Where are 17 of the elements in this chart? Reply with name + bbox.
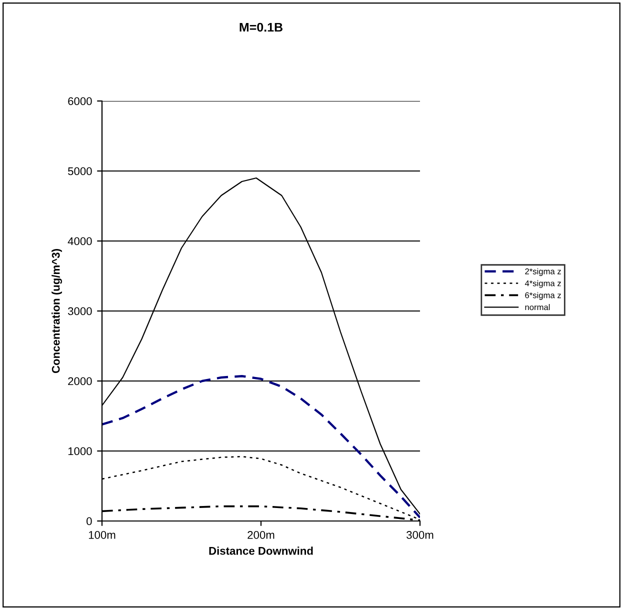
legend-label: 2*sigma z (525, 268, 561, 276)
x-tick-label: 200m (248, 531, 274, 539)
legend-label: 4*sigma z (524, 280, 561, 288)
legend-label: normal (525, 304, 550, 310)
x-axis-title: Distance Downwind (209, 546, 313, 555)
y-tick-label: 6000 (68, 97, 92, 106)
x-tick-label: 100m (88, 531, 116, 539)
y-axis-title: Concentration (ug/m^3) (52, 249, 62, 374)
y-tick-label: 1000 (68, 447, 92, 456)
y-tick-label: 4000 (68, 237, 92, 246)
y-tick-label: 2000 (68, 377, 92, 386)
legend-label: 6*sigma z (525, 292, 561, 300)
y-tick-label: 3000 (68, 307, 92, 316)
chart-title: M=0.1B (240, 22, 282, 32)
x-tick-label: 300m (406, 531, 434, 539)
y-tick-label: 5000 (68, 167, 92, 176)
y-tick-label: 0 (86, 517, 92, 526)
